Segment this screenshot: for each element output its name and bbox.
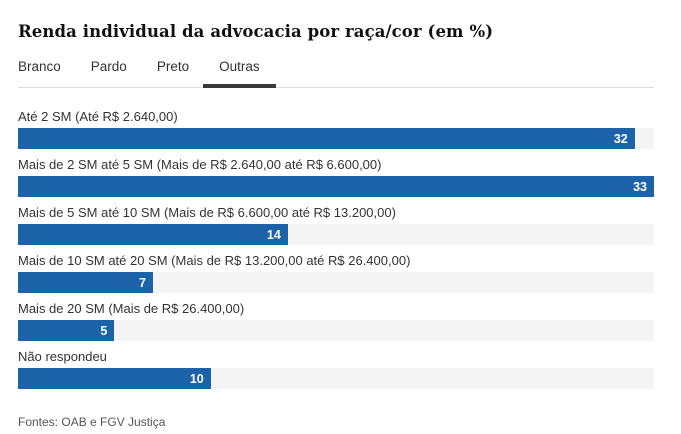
bar-row: Não respondeu 10 bbox=[18, 349, 654, 390]
bar-row: Mais de 10 SM até 20 SM (Mais de R$ 13.2… bbox=[18, 253, 654, 294]
bar-track: 5 bbox=[18, 320, 654, 342]
bar-fill: 33 bbox=[18, 176, 654, 198]
tab-pardo[interactable]: Pardo bbox=[90, 59, 127, 74]
bar-category-label: Mais de 2 SM até 5 SM (Mais de R$ 2.640,… bbox=[18, 157, 382, 173]
bar-value-label: 32 bbox=[613, 131, 628, 146]
bar-value-label: 14 bbox=[266, 227, 281, 242]
bar-fill: 7 bbox=[18, 272, 153, 294]
tab-outras[interactable]: Outras bbox=[203, 55, 276, 88]
source-credit: Fontes: OAB e FGV Justiça bbox=[18, 415, 166, 430]
bar-track: 32 bbox=[18, 128, 654, 150]
bar-category-label: Não respondeu bbox=[18, 349, 107, 365]
bar-track: 33 bbox=[18, 176, 654, 198]
bar-row: Mais de 2 SM até 5 SM (Mais de R$ 2.640,… bbox=[18, 157, 654, 198]
bar-chart: Até 2 SM (Até R$ 2.640,00) 32 Mais de 2 … bbox=[18, 109, 654, 390]
tab-preto[interactable]: Preto bbox=[156, 59, 190, 74]
bar-fill: 14 bbox=[18, 224, 288, 246]
bar-fill: 32 bbox=[18, 128, 635, 150]
bar-category-label: Até 2 SM (Até R$ 2.640,00) bbox=[18, 109, 178, 124]
race-tab-bar: Branco Pardo Preto Outras bbox=[18, 55, 654, 88]
bar-category-label: Mais de 20 SM (Mais de R$ 26.400,00) bbox=[18, 301, 245, 317]
bar-row: Mais de 5 SM até 10 SM (Mais de R$ 6.600… bbox=[18, 205, 654, 246]
bar-value-label: 7 bbox=[138, 275, 146, 290]
bar-track: 14 bbox=[18, 224, 654, 246]
bar-fill: 5 bbox=[18, 320, 115, 342]
bar-category-label: Mais de 10 SM até 20 SM (Mais de R$ 13.2… bbox=[18, 253, 411, 269]
bar-value-label: 10 bbox=[189, 371, 204, 386]
bar-value-label: 5 bbox=[100, 323, 108, 338]
bar-track: 7 bbox=[18, 272, 654, 294]
bar-row: Mais de 20 SM (Mais de R$ 26.400,00) 5 bbox=[18, 301, 654, 342]
bar-row: Até 2 SM (Até R$ 2.640,00) 32 bbox=[18, 109, 654, 150]
bar-fill: 10 bbox=[18, 368, 211, 390]
tab-branco[interactable]: Branco bbox=[18, 59, 61, 74]
chart-title: Renda individual da advocacia por raça/c… bbox=[18, 22, 494, 41]
bar-category-label: Mais de 5 SM até 10 SM (Mais de R$ 6.600… bbox=[18, 205, 396, 221]
bar-track: 10 bbox=[18, 368, 654, 390]
bar-value-label: 33 bbox=[633, 179, 647, 194]
